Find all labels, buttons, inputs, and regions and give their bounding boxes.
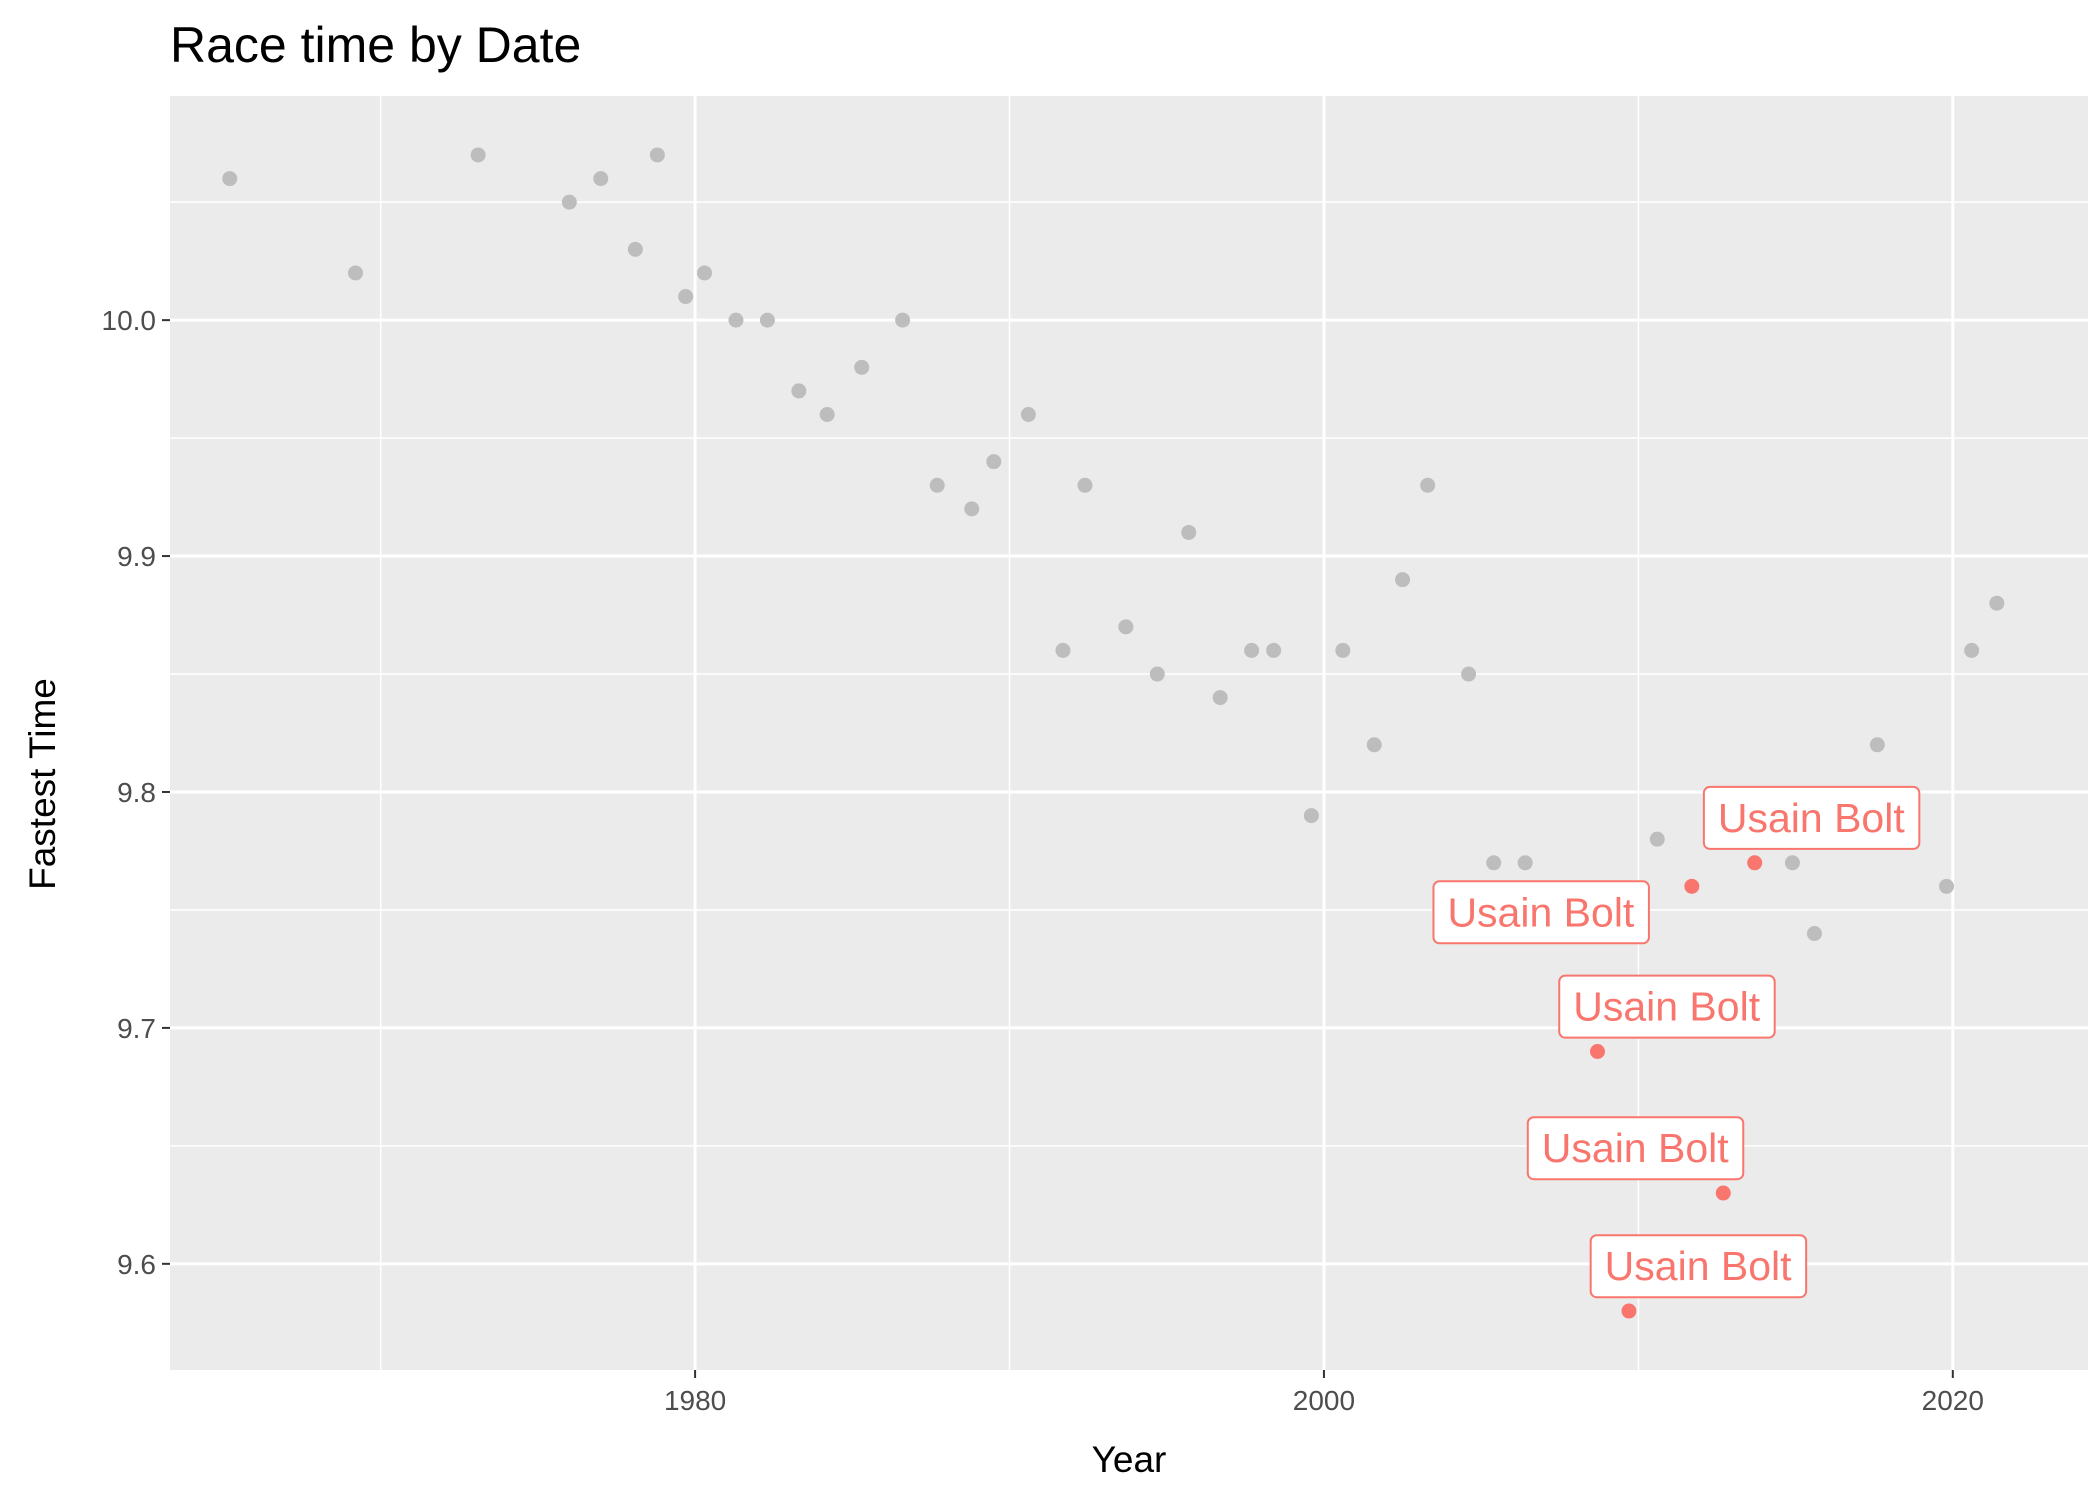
other-point-17 bbox=[986, 454, 1002, 470]
other-point-35 bbox=[1649, 831, 1665, 847]
y-tick-label-1: 9.7 bbox=[117, 1013, 156, 1044]
other-point-13 bbox=[854, 359, 870, 375]
other-point-32 bbox=[1461, 666, 1477, 682]
plot-panel bbox=[170, 96, 2088, 1370]
annotation-text-4: Usain Bolt bbox=[1718, 795, 1905, 841]
other-point-37 bbox=[1806, 926, 1822, 942]
other-point-21 bbox=[1118, 619, 1134, 635]
annotation-box-3 bbox=[1589, 1234, 1808, 1299]
other-point-3 bbox=[561, 194, 577, 210]
other-points bbox=[222, 147, 2005, 942]
annotation-box-4 bbox=[1702, 785, 1921, 850]
highlight-point-1 bbox=[1621, 1303, 1637, 1319]
other-point-16 bbox=[964, 501, 980, 517]
annotation-box-0 bbox=[1432, 880, 1650, 945]
y-tick-label-4: 10.0 bbox=[102, 305, 157, 336]
highlight-point-4 bbox=[1747, 855, 1763, 871]
other-point-36 bbox=[1784, 855, 1800, 871]
annotation-1: Usain Bolt bbox=[1558, 974, 1776, 1039]
annotation-2: Usain Bolt bbox=[1526, 1116, 1745, 1181]
other-point-4 bbox=[593, 171, 609, 187]
other-point-9 bbox=[728, 312, 744, 328]
chart-title: Race time by Date bbox=[170, 17, 581, 73]
other-point-1 bbox=[348, 265, 364, 281]
other-point-11 bbox=[791, 383, 807, 399]
other-point-19 bbox=[1055, 642, 1071, 658]
other-point-24 bbox=[1212, 690, 1228, 706]
other-point-26 bbox=[1266, 642, 1282, 658]
annotation-text-3: Usain Bolt bbox=[1605, 1243, 1792, 1289]
annotation-box-2 bbox=[1526, 1116, 1745, 1181]
other-point-27 bbox=[1303, 808, 1319, 824]
other-point-14 bbox=[895, 312, 911, 328]
other-point-30 bbox=[1395, 572, 1411, 588]
other-point-29 bbox=[1366, 737, 1382, 753]
other-point-0 bbox=[222, 171, 238, 187]
other-point-25 bbox=[1244, 642, 1260, 658]
annotation-labels: Usain Bolt Usain Bolt Usain Bolt Usain Bolt… bbox=[1432, 785, 1921, 1299]
highlight-point-3 bbox=[1715, 1185, 1731, 1201]
other-point-40 bbox=[1964, 642, 1980, 658]
highlight-points bbox=[1589, 855, 1763, 1319]
other-point-20 bbox=[1077, 477, 1093, 493]
other-point-39 bbox=[1939, 878, 1955, 894]
other-point-28 bbox=[1335, 642, 1351, 658]
other-point-12 bbox=[819, 407, 835, 422]
other-point-18 bbox=[1020, 407, 1036, 422]
annotation-box-1 bbox=[1558, 974, 1776, 1039]
x-tick-label-0: 1980 bbox=[664, 1385, 726, 1416]
annotation-3: Usain Bolt bbox=[1589, 1234, 1808, 1299]
other-point-10 bbox=[759, 312, 775, 328]
y-axis-title: Fastest Time bbox=[22, 678, 63, 890]
other-point-15 bbox=[929, 477, 945, 493]
other-point-7 bbox=[678, 289, 694, 305]
x-tick-label-2: 2020 bbox=[1922, 1385, 1984, 1416]
other-point-23 bbox=[1181, 524, 1197, 540]
annotation-text-2: Usain Bolt bbox=[1542, 1125, 1729, 1171]
other-point-31 bbox=[1420, 477, 1436, 493]
annotation-4: Usain Bolt bbox=[1702, 785, 1921, 850]
y-tick-label-3: 9.9 bbox=[117, 541, 156, 572]
highlight-point-2 bbox=[1684, 878, 1700, 894]
other-point-8 bbox=[697, 265, 713, 281]
annotation-text-0: Usain Bolt bbox=[1447, 889, 1634, 935]
x-axis-ticks: 1980 2000 2020 bbox=[664, 1370, 1984, 1416]
other-point-2 bbox=[470, 147, 486, 163]
x-tick-label-1: 2000 bbox=[1293, 1385, 1355, 1416]
other-point-6 bbox=[649, 147, 665, 163]
other-point-38 bbox=[1869, 737, 1885, 753]
y-tick-label-2: 9.8 bbox=[117, 777, 156, 808]
other-point-41 bbox=[1989, 595, 2005, 611]
other-point-34 bbox=[1517, 855, 1533, 871]
other-point-22 bbox=[1149, 666, 1165, 682]
minor-gridlines bbox=[170, 96, 2088, 1370]
x-axis-title: Year bbox=[1092, 1439, 1167, 1480]
y-axis-ticks: 9.6 9.7 9.8 9.9 10.0 bbox=[102, 305, 170, 1280]
annotation-text-1: Usain Bolt bbox=[1573, 984, 1760, 1030]
other-point-5 bbox=[627, 241, 643, 257]
y-tick-label-0: 9.6 bbox=[117, 1249, 156, 1280]
highlight-point-0 bbox=[1589, 1044, 1605, 1059]
other-point-33 bbox=[1486, 855, 1502, 871]
annotation-0: Usain Bolt bbox=[1432, 880, 1650, 945]
